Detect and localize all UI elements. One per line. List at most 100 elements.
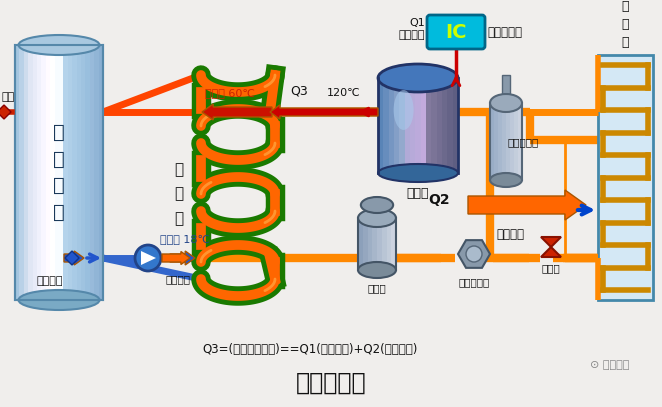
Ellipse shape (19, 290, 99, 310)
Bar (64, 45, 68, 300)
Ellipse shape (378, 164, 458, 182)
Bar (394, 78, 400, 173)
Bar (415, 78, 421, 173)
FancyBboxPatch shape (427, 15, 485, 49)
Bar (598, 55, 653, 300)
Text: 蝠
发
器: 蝠 发 器 (622, 0, 630, 49)
Polygon shape (541, 247, 561, 257)
Bar (448, 78, 453, 173)
Bar (363, 218, 368, 270)
Bar (81, 45, 86, 300)
Polygon shape (65, 251, 79, 265)
Bar (518, 103, 522, 180)
Ellipse shape (358, 209, 396, 227)
Bar (383, 78, 389, 173)
Polygon shape (170, 251, 195, 265)
Bar (502, 75, 510, 100)
Bar (77, 45, 81, 300)
Text: Q3=(热水获得能量)==Q1(电器能量)+Q2(空气热能): Q3=(热水获得能量)==Q1(电器能量)+Q2(空气热能) (203, 343, 418, 356)
Bar (99, 45, 103, 300)
Bar (372, 218, 377, 270)
Ellipse shape (19, 35, 99, 55)
Text: 汽液分离器: 汽液分离器 (508, 138, 540, 147)
Bar (426, 78, 432, 173)
Ellipse shape (490, 173, 522, 187)
Polygon shape (270, 105, 378, 119)
Text: 冷
凝
器: 冷 凝 器 (175, 162, 183, 226)
Bar (410, 78, 416, 173)
Ellipse shape (490, 94, 522, 112)
Bar (358, 218, 363, 270)
Polygon shape (202, 104, 272, 120)
Polygon shape (0, 105, 11, 119)
Bar (399, 78, 405, 173)
Bar (94, 45, 99, 300)
Bar (367, 218, 373, 270)
Bar (498, 103, 502, 180)
Polygon shape (458, 240, 490, 268)
Ellipse shape (378, 64, 458, 92)
Ellipse shape (394, 90, 414, 130)
Ellipse shape (358, 262, 396, 278)
Ellipse shape (361, 197, 393, 213)
Polygon shape (468, 190, 586, 220)
Bar (420, 78, 426, 173)
Text: 温度调节器: 温度调节器 (487, 26, 522, 39)
Text: 冷水进口: 冷水进口 (37, 276, 64, 286)
Bar (42, 45, 46, 300)
Bar (54, 45, 60, 300)
Bar (510, 103, 514, 180)
Bar (19, 45, 24, 300)
Text: 系统原理图: 系统原理图 (296, 371, 366, 395)
Bar (28, 45, 33, 300)
Text: ⊙ 制冷百科: ⊙ 制冷百科 (591, 360, 630, 370)
Bar (389, 78, 395, 173)
Bar (37, 45, 42, 300)
Text: 120℃: 120℃ (326, 88, 360, 98)
Bar (15, 45, 20, 300)
Bar (494, 103, 498, 180)
Text: IC: IC (446, 22, 467, 42)
Text: 循环水泵: 循环水泵 (166, 274, 191, 284)
Text: Q1
电能输入: Q1 电能输入 (399, 18, 425, 40)
Bar (90, 45, 95, 300)
Polygon shape (162, 252, 190, 265)
Text: 空气热能: 空气热能 (496, 228, 524, 241)
Circle shape (135, 245, 161, 271)
Bar (404, 78, 410, 173)
Bar (442, 78, 448, 173)
Text: 干燥过滤器: 干燥过滤器 (458, 277, 490, 287)
Bar (391, 218, 397, 270)
Bar (514, 103, 518, 180)
Bar (24, 45, 28, 300)
Bar (68, 45, 73, 300)
Bar (50, 45, 55, 300)
Bar (32, 45, 38, 300)
Text: 膜脁阀: 膜脁阀 (542, 263, 560, 273)
Text: 储液罐: 储液罐 (367, 283, 387, 293)
Bar (453, 78, 459, 173)
Bar (432, 78, 437, 173)
Bar (378, 78, 384, 173)
Bar (382, 218, 387, 270)
Bar (502, 103, 506, 180)
Bar (377, 218, 382, 270)
Bar (46, 45, 51, 300)
Bar (59, 45, 64, 300)
Text: 冷水入 18℃: 冷水入 18℃ (160, 234, 210, 244)
Text: 热水出 60℃: 热水出 60℃ (205, 88, 255, 98)
Bar (437, 78, 442, 173)
Text: 保
温
水
筱: 保 温 水 筱 (53, 123, 65, 222)
Bar (85, 45, 90, 300)
Text: Q2: Q2 (428, 193, 450, 207)
Polygon shape (64, 251, 84, 265)
Text: 热水: 热水 (2, 92, 15, 102)
Bar (387, 218, 392, 270)
Bar (506, 103, 510, 180)
Text: 压缩机: 压缩机 (406, 187, 429, 200)
Text: Q3: Q3 (290, 85, 308, 98)
Polygon shape (541, 237, 561, 247)
Bar (490, 103, 495, 180)
Circle shape (466, 246, 482, 262)
Bar (72, 45, 77, 300)
